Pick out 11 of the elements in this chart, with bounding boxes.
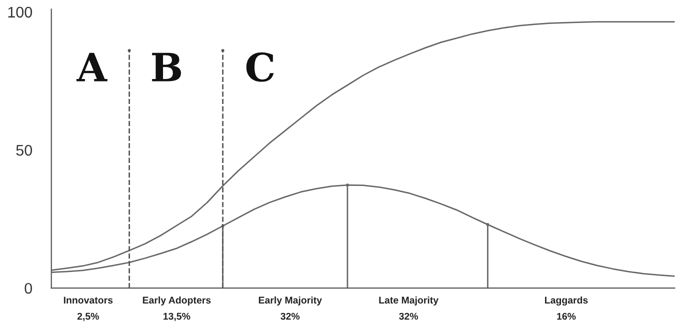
annotation: C — [246, 52, 274, 82]
y-tick-label: 100 — [8, 6, 32, 18]
y-tick-label: 50 — [16, 144, 32, 156]
y-tick-label: 0 — [24, 282, 32, 294]
text: Early Adopters 13,5% — [142, 296, 211, 322]
text: Innovators 2,5% — [64, 296, 113, 322]
text: Laggards 16% — [545, 296, 588, 320]
annotation: B — [152, 52, 181, 82]
text: Late Majority 32% — [379, 296, 438, 320]
annotation: A — [76, 52, 108, 82]
text: Early Majority 32% — [258, 296, 322, 320]
